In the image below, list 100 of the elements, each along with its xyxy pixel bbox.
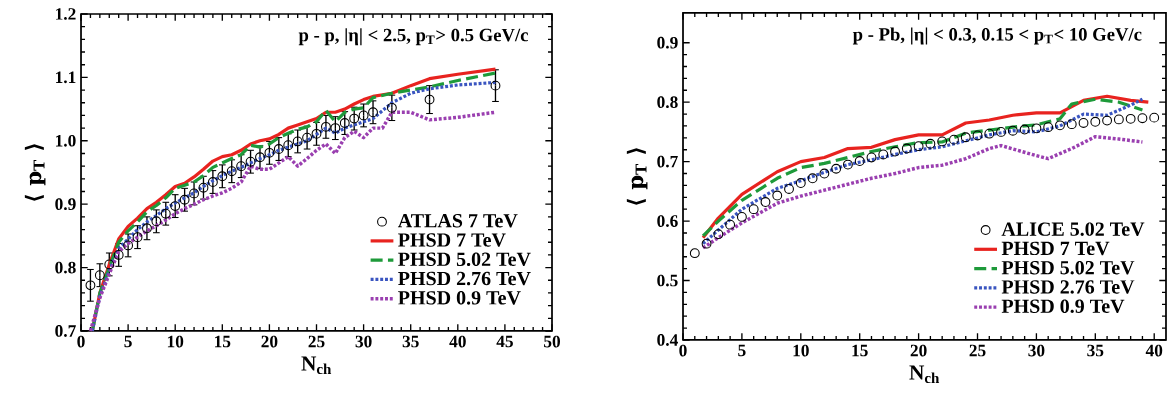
point	[960, 132, 971, 143]
point	[937, 136, 948, 147]
point	[386, 102, 397, 113]
point	[925, 138, 936, 149]
x-tick-label: 30	[1028, 344, 1045, 357]
point	[142, 223, 152, 234]
x-tick-label: 0	[679, 344, 687, 357]
point	[760, 197, 771, 207]
legend-label: ATLAS 7 TeV	[397, 214, 518, 228]
point	[255, 152, 265, 163]
point	[913, 141, 924, 152]
point	[842, 159, 853, 170]
x-tick-label: 15	[852, 344, 868, 357]
point	[292, 136, 303, 147]
point	[151, 216, 162, 227]
y-tick-label: 0.5	[657, 274, 678, 287]
point	[1102, 115, 1113, 126]
y-tick-label: 0.7	[657, 155, 678, 168]
point	[123, 240, 134, 251]
point	[330, 123, 341, 134]
x-tick-label: 40	[1145, 344, 1163, 357]
x-tick-label: 5	[738, 344, 746, 357]
point	[784, 184, 794, 194]
x-axis-title: N$_{ch}$	[909, 365, 940, 384]
x-tick-label: 0	[77, 335, 85, 348]
point	[207, 177, 218, 187]
x-tick-label: 25	[969, 344, 986, 357]
point	[320, 121, 331, 132]
point	[1055, 120, 1065, 131]
x-tick-label: 5	[124, 335, 132, 348]
point	[311, 128, 322, 139]
x-axis-title: N$_{ch}$	[301, 356, 332, 375]
point	[1043, 122, 1054, 133]
y-tick-label: 1.1	[56, 71, 76, 84]
y-tick-label: 0.8	[55, 261, 76, 274]
annotation: p - Pb, |η| < 0.3, 0.15 < p$_{T}$< 10 GeV/c	[852, 27, 1142, 45]
legend-label: PHSD 0.9 TeV	[398, 291, 521, 305]
legend-label: PHSD 5.02 TeV	[398, 252, 531, 267]
point	[179, 194, 190, 205]
x-tick-label: 15	[215, 335, 231, 348]
point	[866, 152, 877, 163]
point	[890, 146, 900, 157]
x-tick-label: 25	[308, 335, 325, 348]
y-tick-label: 0.4	[657, 334, 678, 346]
x-tick-label: 40	[449, 335, 466, 348]
point	[273, 144, 284, 154]
point	[854, 156, 865, 166]
legend-label: ALICE 5.02 TeV	[1001, 222, 1145, 236]
legend-label: PHSD 7 TeV	[1001, 241, 1110, 256]
point	[949, 134, 959, 145]
point	[1137, 113, 1148, 124]
point	[490, 80, 501, 91]
point	[972, 130, 983, 141]
point	[283, 140, 294, 151]
point	[701, 238, 712, 249]
point	[1149, 112, 1160, 123]
point	[264, 147, 275, 158]
point	[689, 248, 700, 259]
point	[901, 143, 912, 154]
point	[748, 204, 759, 215]
x-tick-label: 35	[402, 335, 419, 348]
point	[160, 208, 171, 219]
point	[1007, 125, 1018, 136]
point	[984, 128, 995, 139]
point	[170, 201, 181, 212]
x-tick-label: 35	[1087, 344, 1104, 357]
legend-label: PHSD 2.76 TeV	[398, 271, 531, 286]
y-tick-label: 0.8	[657, 96, 678, 109]
y-axis-title: ⟨ p$_{T}$ ⟩	[626, 148, 648, 205]
legend-label: PHSD 7 TeV	[398, 233, 506, 247]
point	[226, 166, 237, 177]
point	[819, 168, 830, 179]
point	[725, 219, 736, 230]
point	[713, 229, 724, 240]
legend-label: PHSD 0.9 TeV	[1001, 299, 1125, 314]
point	[878, 149, 889, 160]
y-tick-label: 0.9	[55, 198, 76, 211]
point	[807, 173, 818, 184]
point	[831, 163, 842, 174]
x-tick-label: 45	[496, 335, 513, 348]
point	[1066, 119, 1077, 130]
point	[772, 190, 783, 201]
point	[996, 126, 1007, 137]
point	[1090, 116, 1101, 127]
y-axis-title: ⟨ p$_{T}$ ⟩	[24, 144, 46, 201]
x-tick-label: 20	[910, 344, 927, 357]
point	[1125, 113, 1136, 124]
x-tick-label: 50	[544, 335, 561, 348]
x-tick-label: 20	[261, 335, 278, 348]
x-tick-label: 30	[355, 335, 372, 348]
point	[424, 94, 435, 105]
point	[795, 178, 806, 188]
point	[217, 171, 228, 182]
point	[198, 182, 209, 193]
point	[189, 188, 199, 199]
point	[302, 132, 313, 143]
y-tick-label: 0.7	[55, 325, 76, 337]
point	[1019, 124, 1030, 135]
point	[349, 113, 360, 124]
legend-label: PHSD 2.76 TeV	[1001, 280, 1135, 294]
